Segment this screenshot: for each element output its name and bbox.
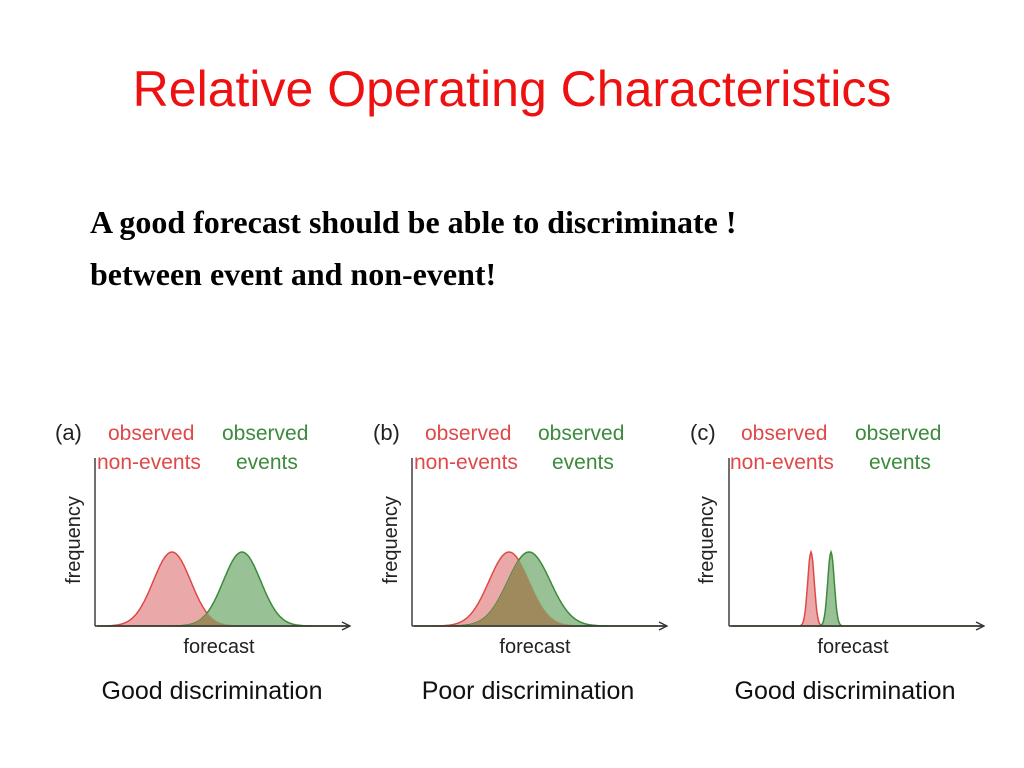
panel-a-y-axis-label: frequency — [63, 496, 85, 584]
panel-b-y-axis-label: frequency — [380, 496, 402, 584]
panel-a-caption: Good discrimination — [102, 677, 323, 705]
panel-b-event-label-line1: observed — [538, 422, 624, 445]
panel-b-event-label-line2: events — [552, 451, 614, 474]
panel-a: (a) observed non-events observed events … — [55, 420, 350, 705]
panel-a-letter: (a) — [55, 420, 82, 445]
body-text: A good forecast should be able to discri… — [90, 196, 970, 300]
panel-c-letter: (c) — [690, 420, 716, 445]
panel-c-non-event-curve — [731, 549, 981, 627]
panel-a-event-label-line2: events — [236, 451, 298, 474]
panel-a-event-label-line1: observed — [222, 422, 308, 445]
panel-c-event-label-line1: observed — [855, 422, 941, 445]
panel-a-x-axis-label: forecast — [183, 636, 255, 658]
panel-a-non-event-label-line1: observed — [108, 422, 194, 445]
panel-a-non-event-label-line2: non-events — [97, 451, 201, 474]
panel-c-caption: Good discrimination — [735, 677, 956, 705]
panel-b-x-axis-label: forecast — [499, 636, 571, 658]
panel-c: (c) observed non-events observed events … — [690, 420, 984, 705]
panel-b-overlap-area — [414, 560, 664, 626]
panel-c-y-axis-label: frequency — [696, 496, 718, 584]
panel-c-non-event-label-line2: non-events — [730, 451, 834, 474]
slide-title: Relative Operating Characteristics — [132, 61, 892, 117]
panel-c-event-curve — [731, 549, 981, 627]
panel-b: (b) observed non-events observed events … — [373, 420, 667, 705]
panel-c-event-label-line2: events — [869, 451, 931, 474]
panel-c-non-event-label-line1: observed — [741, 422, 827, 445]
panel-b-caption: Poor discrimination — [422, 677, 635, 705]
body-line-1: A good forecast should be able to discri… — [90, 204, 737, 240]
panel-b-letter: (b) — [373, 420, 400, 445]
body-line-2: between event and non-event! — [90, 256, 497, 292]
panel-c-x-axis-label: forecast — [817, 636, 889, 658]
panel-b-non-event-label-line1: observed — [425, 422, 511, 445]
panel-b-non-event-label-line2: non-events — [414, 451, 518, 474]
